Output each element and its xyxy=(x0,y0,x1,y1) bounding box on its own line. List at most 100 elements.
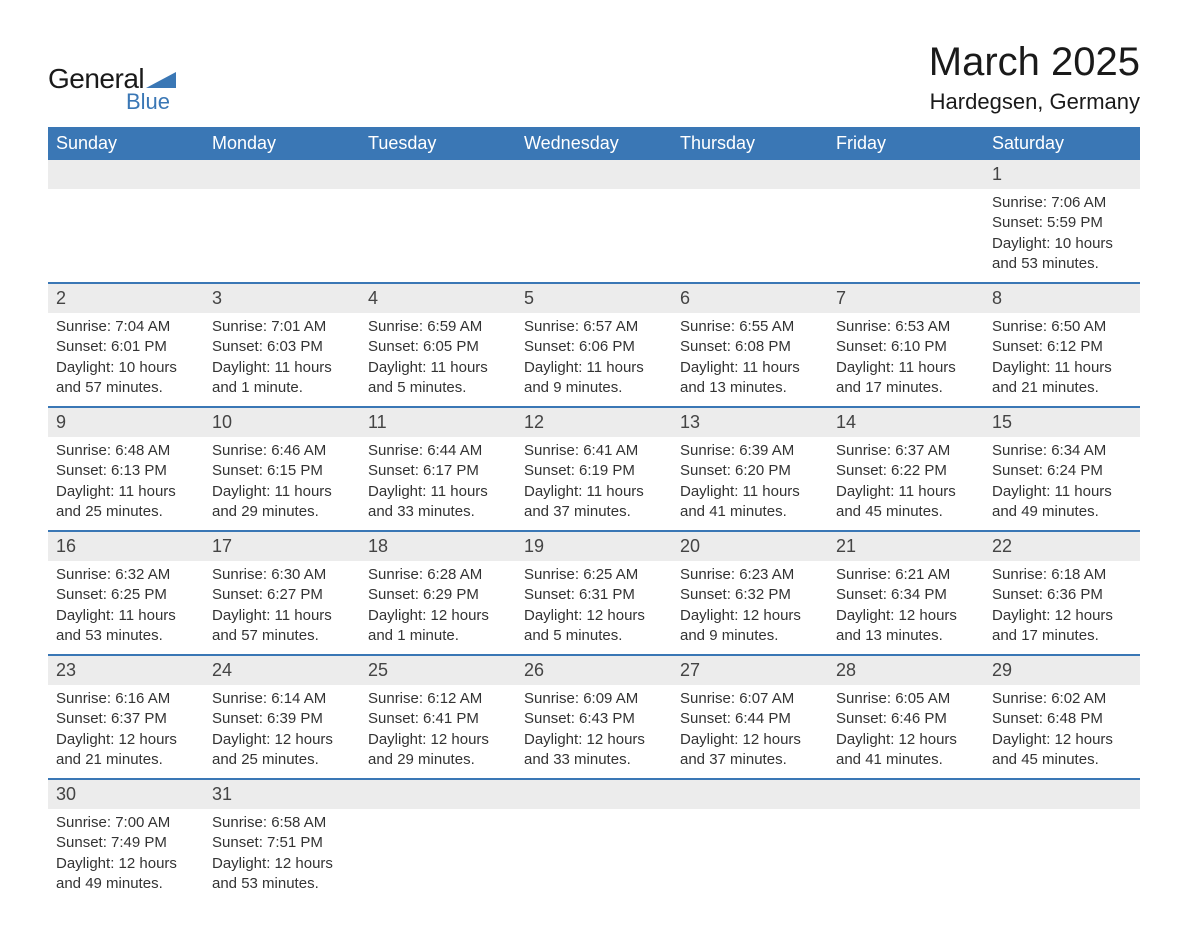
day-daylight1: Daylight: 12 hours xyxy=(212,730,352,750)
day-daylight1: Daylight: 11 hours xyxy=(368,482,508,502)
day-sunrise: Sunrise: 6:44 AM xyxy=(368,441,508,461)
day-daylight1: Daylight: 12 hours xyxy=(992,730,1132,750)
day-number-cell: 27 xyxy=(672,655,828,685)
day-daylight1: Daylight: 11 hours xyxy=(56,606,196,626)
day-detail-cell xyxy=(516,189,672,283)
day-sunset: Sunset: 6:17 PM xyxy=(368,461,508,481)
day-number-cell: 17 xyxy=(204,531,360,561)
day-sunrise: Sunrise: 6:09 AM xyxy=(524,689,664,709)
day-detail-row: Sunrise: 6:32 AMSunset: 6:25 PMDaylight:… xyxy=(48,561,1140,655)
day-number-row: 23242526272829 xyxy=(48,655,1140,685)
day-number-cell xyxy=(204,160,360,189)
day-sunrise: Sunrise: 6:57 AM xyxy=(524,317,664,337)
day-detail-cell: Sunrise: 6:53 AMSunset: 6:10 PMDaylight:… xyxy=(828,313,984,407)
day-sunset: Sunset: 6:32 PM xyxy=(680,585,820,605)
title-block: March 2025 Hardegsen, Germany xyxy=(929,40,1140,115)
day-number-cell xyxy=(48,160,204,189)
day-number-cell: 6 xyxy=(672,283,828,313)
day-detail-cell: Sunrise: 6:59 AMSunset: 6:05 PMDaylight:… xyxy=(360,313,516,407)
day-detail-cell xyxy=(204,189,360,283)
day-number-cell: 31 xyxy=(204,779,360,809)
day-detail-cell: Sunrise: 6:50 AMSunset: 6:12 PMDaylight:… xyxy=(984,313,1140,407)
day-sunset: Sunset: 6:46 PM xyxy=(836,709,976,729)
day-detail-cell: Sunrise: 6:18 AMSunset: 6:36 PMDaylight:… xyxy=(984,561,1140,655)
weekday-header: Wednesday xyxy=(516,127,672,160)
day-number-cell xyxy=(672,779,828,809)
day-number-cell: 19 xyxy=(516,531,672,561)
day-sunset: Sunset: 6:44 PM xyxy=(680,709,820,729)
day-daylight2: and 37 minutes. xyxy=(524,502,664,522)
day-sunset: Sunset: 6:01 PM xyxy=(56,337,196,357)
day-daylight1: Daylight: 12 hours xyxy=(836,730,976,750)
day-number-cell xyxy=(828,160,984,189)
day-sunrise: Sunrise: 6:58 AM xyxy=(212,813,352,833)
day-daylight2: and 9 minutes. xyxy=(680,626,820,646)
day-number-cell: 20 xyxy=(672,531,828,561)
day-number-row: 3031 xyxy=(48,779,1140,809)
day-detail-cell xyxy=(828,809,984,902)
day-number-cell: 24 xyxy=(204,655,360,685)
day-sunrise: Sunrise: 6:16 AM xyxy=(56,689,196,709)
day-detail-row: Sunrise: 7:04 AMSunset: 6:01 PMDaylight:… xyxy=(48,313,1140,407)
day-detail-cell: Sunrise: 7:04 AMSunset: 6:01 PMDaylight:… xyxy=(48,313,204,407)
day-number-cell xyxy=(516,160,672,189)
day-sunset: Sunset: 5:59 PM xyxy=(992,213,1132,233)
day-daylight2: and 29 minutes. xyxy=(368,750,508,770)
day-sunrise: Sunrise: 6:07 AM xyxy=(680,689,820,709)
day-detail-cell xyxy=(360,809,516,902)
day-sunrise: Sunrise: 6:14 AM xyxy=(212,689,352,709)
day-sunset: Sunset: 6:24 PM xyxy=(992,461,1132,481)
day-daylight2: and 9 minutes. xyxy=(524,378,664,398)
day-daylight1: Daylight: 10 hours xyxy=(56,358,196,378)
day-daylight2: and 17 minutes. xyxy=(992,626,1132,646)
day-sunset: Sunset: 6:20 PM xyxy=(680,461,820,481)
weekday-header: Sunday xyxy=(48,127,204,160)
day-sunset: Sunset: 6:39 PM xyxy=(212,709,352,729)
day-number-cell: 7 xyxy=(828,283,984,313)
day-detail-cell: Sunrise: 6:25 AMSunset: 6:31 PMDaylight:… xyxy=(516,561,672,655)
day-sunset: Sunset: 6:31 PM xyxy=(524,585,664,605)
day-detail-cell xyxy=(672,189,828,283)
day-sunset: Sunset: 6:43 PM xyxy=(524,709,664,729)
day-daylight1: Daylight: 10 hours xyxy=(992,234,1132,254)
day-daylight1: Daylight: 11 hours xyxy=(212,482,352,502)
day-detail-cell: Sunrise: 6:39 AMSunset: 6:20 PMDaylight:… xyxy=(672,437,828,531)
day-sunrise: Sunrise: 6:37 AM xyxy=(836,441,976,461)
day-number-cell: 25 xyxy=(360,655,516,685)
day-daylight1: Daylight: 12 hours xyxy=(212,854,352,874)
day-daylight2: and 1 minute. xyxy=(212,378,352,398)
weekday-header: Friday xyxy=(828,127,984,160)
day-detail-cell: Sunrise: 6:46 AMSunset: 6:15 PMDaylight:… xyxy=(204,437,360,531)
day-number-cell: 22 xyxy=(984,531,1140,561)
day-sunrise: Sunrise: 6:55 AM xyxy=(680,317,820,337)
day-sunrise: Sunrise: 6:25 AM xyxy=(524,565,664,585)
day-sunrise: Sunrise: 6:34 AM xyxy=(992,441,1132,461)
day-detail-cell: Sunrise: 6:12 AMSunset: 6:41 PMDaylight:… xyxy=(360,685,516,779)
day-number-cell: 15 xyxy=(984,407,1140,437)
day-number-cell xyxy=(360,779,516,809)
day-sunrise: Sunrise: 7:00 AM xyxy=(56,813,196,833)
day-daylight1: Daylight: 12 hours xyxy=(836,606,976,626)
day-number-cell: 10 xyxy=(204,407,360,437)
day-daylight2: and 21 minutes. xyxy=(56,750,196,770)
day-sunset: Sunset: 6:29 PM xyxy=(368,585,508,605)
day-sunrise: Sunrise: 6:50 AM xyxy=(992,317,1132,337)
day-number-row: 16171819202122 xyxy=(48,531,1140,561)
day-sunset: Sunset: 6:41 PM xyxy=(368,709,508,729)
brand-logo: General Blue xyxy=(48,51,176,115)
day-daylight2: and 45 minutes. xyxy=(992,750,1132,770)
day-sunset: Sunset: 6:37 PM xyxy=(56,709,196,729)
day-detail-cell: Sunrise: 6:28 AMSunset: 6:29 PMDaylight:… xyxy=(360,561,516,655)
day-detail-cell: Sunrise: 6:05 AMSunset: 6:46 PMDaylight:… xyxy=(828,685,984,779)
day-number-cell: 12 xyxy=(516,407,672,437)
day-sunset: Sunset: 6:13 PM xyxy=(56,461,196,481)
day-daylight1: Daylight: 11 hours xyxy=(680,358,820,378)
day-sunrise: Sunrise: 6:41 AM xyxy=(524,441,664,461)
day-sunset: Sunset: 6:22 PM xyxy=(836,461,976,481)
day-daylight2: and 5 minutes. xyxy=(524,626,664,646)
weekday-header: Saturday xyxy=(984,127,1140,160)
day-sunset: Sunset: 6:34 PM xyxy=(836,585,976,605)
location-label: Hardegsen, Germany xyxy=(929,89,1140,115)
day-sunrise: Sunrise: 6:46 AM xyxy=(212,441,352,461)
weekday-header-row: Sunday Monday Tuesday Wednesday Thursday… xyxy=(48,127,1140,160)
